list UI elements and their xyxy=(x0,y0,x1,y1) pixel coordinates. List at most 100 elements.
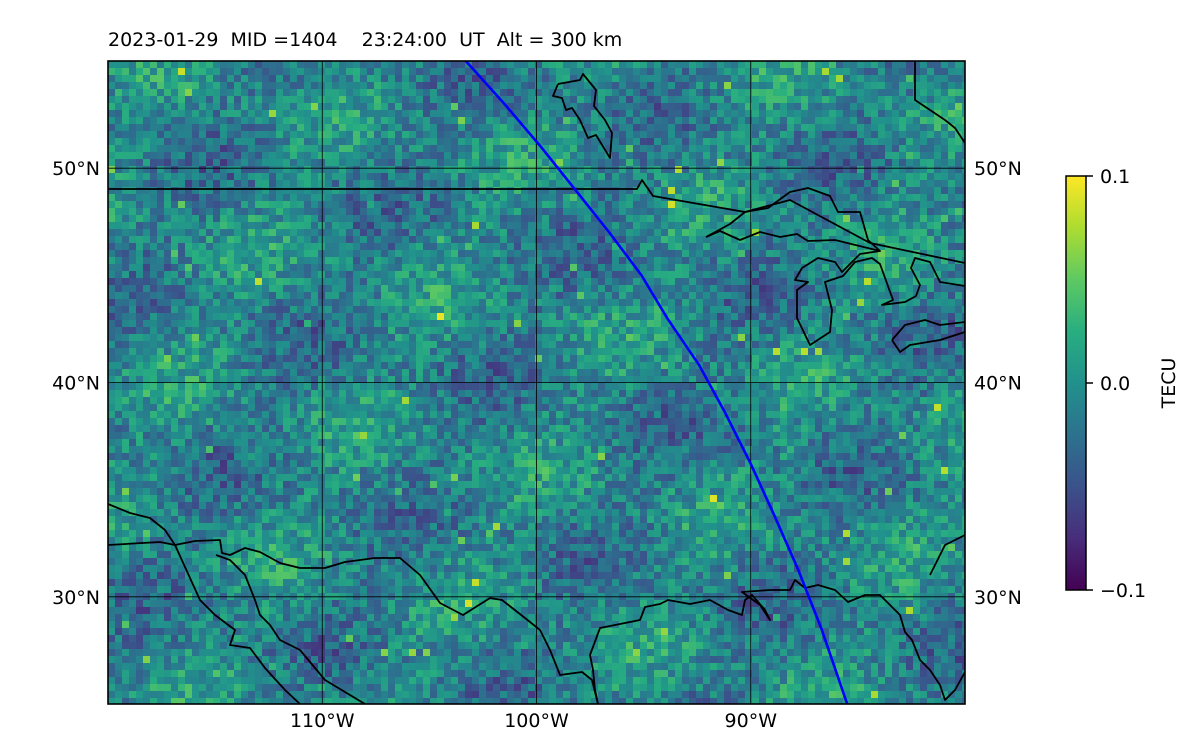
tec-cell xyxy=(129,243,137,251)
tec-cell xyxy=(906,124,914,132)
tec-cell xyxy=(850,334,858,342)
tec-cell xyxy=(724,250,732,258)
tec-cell xyxy=(430,271,438,279)
tec-cell xyxy=(374,75,382,83)
tec-cell xyxy=(962,96,965,104)
tec-cell xyxy=(864,124,872,132)
tec-cell xyxy=(339,306,347,314)
tec-cell xyxy=(878,250,886,258)
tec-cell xyxy=(689,61,697,69)
tec-cell xyxy=(885,250,893,258)
tec-cell xyxy=(584,229,592,237)
tec-cell xyxy=(360,194,368,202)
tec-cell xyxy=(584,236,592,244)
tec-cell xyxy=(906,61,914,69)
tec-cell xyxy=(773,201,781,209)
tec-cell xyxy=(661,299,669,307)
tec-cell xyxy=(367,327,375,335)
tec-cell xyxy=(745,159,753,167)
tec-cell xyxy=(815,250,823,258)
tec-cell xyxy=(444,327,452,335)
tec-cell xyxy=(521,327,529,335)
tec-cell xyxy=(556,61,564,69)
tec-cell xyxy=(367,278,375,286)
tec-cell xyxy=(143,89,151,97)
tec-cell xyxy=(430,152,438,160)
tec-cell xyxy=(647,229,655,237)
tec-cell xyxy=(269,208,277,216)
tec-cell xyxy=(353,313,361,321)
tec-cell xyxy=(661,75,669,83)
tec-cell xyxy=(535,117,543,125)
tec-cell xyxy=(199,180,207,188)
tec-cell xyxy=(626,166,634,174)
tec-cell xyxy=(437,299,445,307)
tec-cell xyxy=(577,124,585,132)
tec-cell xyxy=(444,313,452,321)
tec-cell xyxy=(185,236,193,244)
tec-cell xyxy=(843,159,851,167)
tec-cell xyxy=(815,215,823,223)
tec-cell xyxy=(283,208,291,216)
tec-cell xyxy=(514,187,522,195)
tec-cell xyxy=(451,208,459,216)
tec-cell xyxy=(297,61,305,69)
tec-cell xyxy=(297,278,305,286)
tec-cell xyxy=(633,236,641,244)
tec-cell xyxy=(129,68,137,76)
tec-cell xyxy=(465,75,473,83)
tec-cell xyxy=(178,61,186,69)
tec-cell xyxy=(906,180,914,188)
tec-cell xyxy=(731,194,739,202)
tec-cell xyxy=(780,68,788,76)
tec-cell xyxy=(675,334,683,342)
tec-cell xyxy=(178,236,186,244)
tec-cell xyxy=(465,334,473,342)
tec-cell xyxy=(682,68,690,76)
tec-cell xyxy=(864,264,872,272)
tec-cell xyxy=(276,159,284,167)
tec-cell xyxy=(143,243,151,251)
tec-cell xyxy=(402,187,410,195)
tec-cell xyxy=(710,264,718,272)
tec-cell xyxy=(521,341,529,349)
tec-cell xyxy=(479,215,487,223)
tec-cell xyxy=(598,96,606,104)
tec-cell xyxy=(360,117,368,125)
tec-cell xyxy=(143,320,151,328)
tec-cell xyxy=(542,96,550,104)
tec-cell xyxy=(437,334,445,342)
tec-cell xyxy=(178,257,186,265)
tec-cell xyxy=(577,222,585,230)
tec-cell xyxy=(864,285,872,293)
tec-cell xyxy=(682,131,690,139)
tec-cell xyxy=(269,243,277,251)
tec-cell xyxy=(612,320,620,328)
tec-cell xyxy=(731,271,739,279)
tec-cell xyxy=(269,299,277,307)
tec-cell xyxy=(633,96,641,104)
tec-cell xyxy=(206,334,214,342)
tec-cell xyxy=(255,124,263,132)
tec-cell xyxy=(395,250,403,258)
tec-cell xyxy=(850,201,858,209)
tec-cell xyxy=(857,166,865,174)
tec-cell xyxy=(857,334,865,342)
tec-cell xyxy=(185,110,193,118)
tec-cell xyxy=(332,117,340,125)
tec-cell xyxy=(164,257,172,265)
tec-cell xyxy=(276,152,284,160)
tec-cell xyxy=(808,89,816,97)
tec-cell xyxy=(514,229,522,237)
tec-cell xyxy=(486,264,494,272)
tec-cell xyxy=(129,117,137,125)
tec-cell xyxy=(276,285,284,293)
tec-cell xyxy=(626,313,634,321)
tec-cell xyxy=(661,124,669,132)
tec-cell xyxy=(654,75,662,83)
tec-cell xyxy=(437,194,445,202)
tec-cell xyxy=(353,61,361,69)
tec-cell xyxy=(381,257,389,265)
tec-cell xyxy=(808,320,816,328)
tec-cell xyxy=(745,173,753,181)
